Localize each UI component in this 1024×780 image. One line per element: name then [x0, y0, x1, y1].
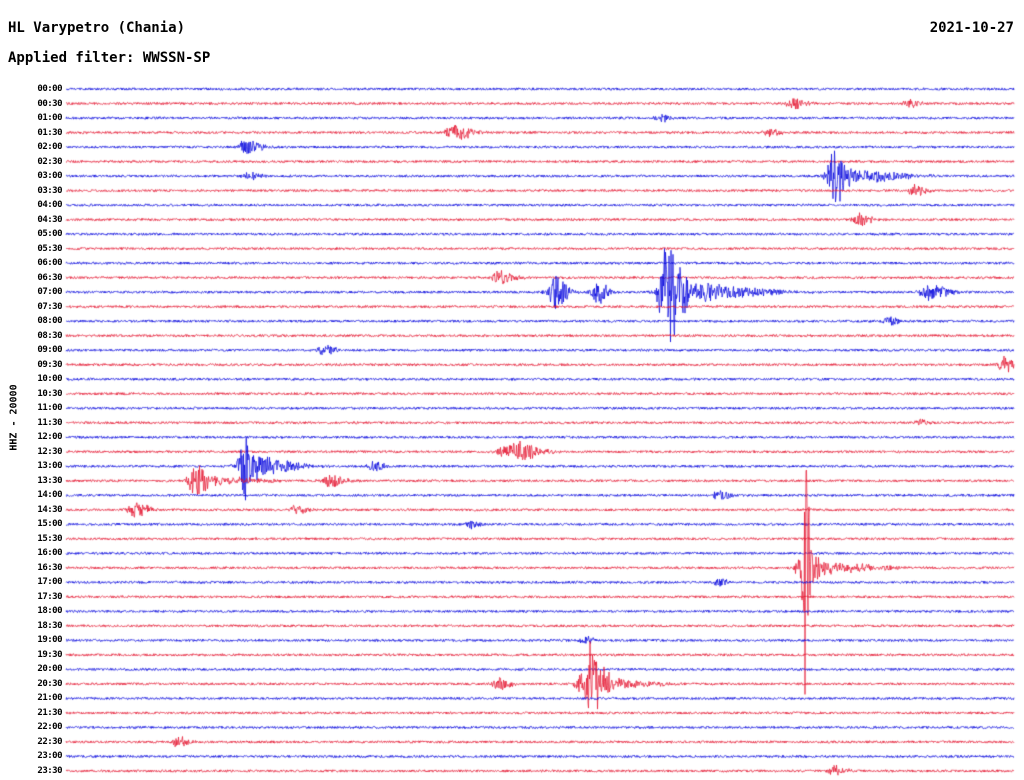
time-label: 06:30	[37, 272, 62, 283]
time-label: 23:00	[37, 751, 62, 762]
time-label: 19:00	[37, 635, 62, 646]
time-label: 12:00	[37, 432, 62, 443]
time-label: 13:00	[37, 461, 62, 472]
time-label: 20:30	[37, 678, 62, 689]
time-label: 04:30	[37, 214, 62, 225]
time-label: 18:00	[37, 606, 62, 617]
time-label: 12:30	[37, 446, 62, 457]
time-label: 21:00	[37, 693, 62, 704]
time-label: 17:00	[37, 577, 62, 588]
time-label: 06:00	[37, 258, 62, 269]
time-label: 03:30	[37, 185, 62, 196]
time-label: 17:30	[37, 591, 62, 602]
time-label: 03:00	[37, 171, 62, 182]
time-label: 23:30	[37, 765, 62, 776]
time-label: 07:00	[37, 287, 62, 298]
time-label: 14:30	[37, 504, 62, 515]
time-label: 13:30	[37, 475, 62, 486]
time-label: 15:30	[37, 533, 62, 544]
time-label: 08:30	[37, 330, 62, 341]
time-label: 22:30	[37, 736, 62, 747]
time-label: 09:30	[37, 359, 62, 370]
time-label: 08:00	[37, 316, 62, 327]
time-label: 14:00	[37, 490, 62, 501]
plot-date: 2021-10-27	[929, 20, 1014, 36]
time-label: 22:00	[37, 722, 62, 733]
time-label: 18:30	[37, 620, 62, 631]
time-label: 00:30	[37, 98, 62, 109]
time-label: 11:30	[37, 417, 62, 428]
time-label: 05:30	[37, 243, 62, 254]
time-label: 20:00	[37, 664, 62, 675]
time-label: 01:30	[37, 127, 62, 138]
time-label: 02:00	[37, 142, 62, 153]
time-label: 02:30	[37, 156, 62, 167]
time-label: 21:30	[37, 707, 62, 718]
time-label: 16:30	[37, 562, 62, 573]
time-axis-labels: 00:00 00:30 01:00 01:30 02:00 02:30 03:00 03:30…	[0, 0, 64, 780]
time-label: 09:00	[37, 345, 62, 356]
time-label: 00:00	[37, 84, 62, 94]
time-label: 16:00	[37, 548, 62, 559]
time-label: 15:00	[37, 519, 62, 530]
time-label: 01:00	[37, 113, 62, 124]
time-label: 05:00	[37, 229, 62, 240]
time-label: 11:00	[37, 403, 62, 414]
time-label: 10:30	[37, 388, 62, 399]
station-title: HL Varypetro (Chania)	[8, 20, 186, 36]
applied-filter-label: Applied filter: WWSSN-SP	[8, 50, 211, 66]
time-label: 19:30	[37, 649, 62, 660]
time-label: 07:30	[37, 301, 62, 312]
time-label: 10:00	[37, 374, 62, 385]
time-label: 04:00	[37, 200, 62, 211]
